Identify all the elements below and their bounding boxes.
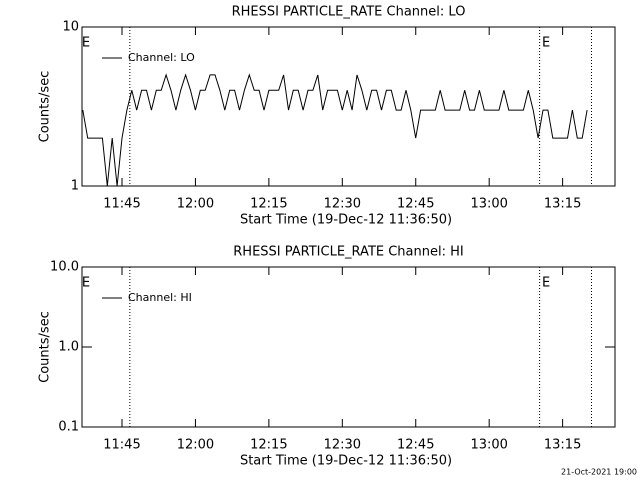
chart-title: RHESSI PARTICLE_RATE Channel: LO bbox=[232, 5, 466, 20]
plot-frame bbox=[81, 26, 616, 187]
data-line bbox=[82, 73, 588, 187]
y-axis-label: Counts/sec bbox=[38, 71, 53, 143]
x-tick-label: 12:30 bbox=[324, 438, 361, 453]
legend-label: Channel: LO bbox=[128, 51, 195, 64]
y-tick-label: 10.0 bbox=[50, 260, 79, 275]
x-tick-label: 12:45 bbox=[397, 438, 434, 453]
x-tick-label: 12:45 bbox=[397, 197, 434, 212]
x-tick-label: 11:45 bbox=[103, 438, 140, 453]
annotation: E bbox=[82, 276, 90, 291]
x-tick-label: 13:15 bbox=[544, 438, 581, 453]
legend-label: Channel: HI bbox=[128, 291, 192, 304]
x-tick-label: 12:30 bbox=[324, 197, 361, 212]
chart-title: RHESSI PARTICLE_RATE Channel: HI bbox=[233, 245, 463, 260]
y-axis-label: Counts/sec bbox=[38, 311, 53, 383]
y-tick-label: 1 bbox=[71, 179, 79, 194]
annotation: E bbox=[82, 36, 90, 51]
x-tick-label: 12:15 bbox=[250, 197, 287, 212]
x-tick-label: 12:15 bbox=[250, 438, 287, 453]
x-tick-label: 11:45 bbox=[103, 197, 140, 212]
x-axis-label: Start Time (19-Dec-12 11:36:50) bbox=[240, 454, 452, 469]
x-tick-label: 13:00 bbox=[470, 197, 507, 212]
annotation: E bbox=[542, 36, 550, 51]
x-axis-label: Start Time (19-Dec-12 11:36:50) bbox=[240, 213, 452, 228]
annotation: E bbox=[542, 276, 550, 291]
y-tick-label: 0.1 bbox=[58, 420, 79, 435]
x-tick-label: 12:00 bbox=[177, 197, 214, 212]
footer: 21-Oct-2021 19:00 bbox=[561, 468, 637, 477]
y-tick-label: 1.0 bbox=[58, 340, 79, 355]
x-tick-label: 13:00 bbox=[470, 438, 507, 453]
x-tick-label: 12:00 bbox=[177, 438, 214, 453]
y-tick-label: 10 bbox=[62, 20, 79, 35]
x-tick-label: 13:15 bbox=[544, 197, 581, 212]
